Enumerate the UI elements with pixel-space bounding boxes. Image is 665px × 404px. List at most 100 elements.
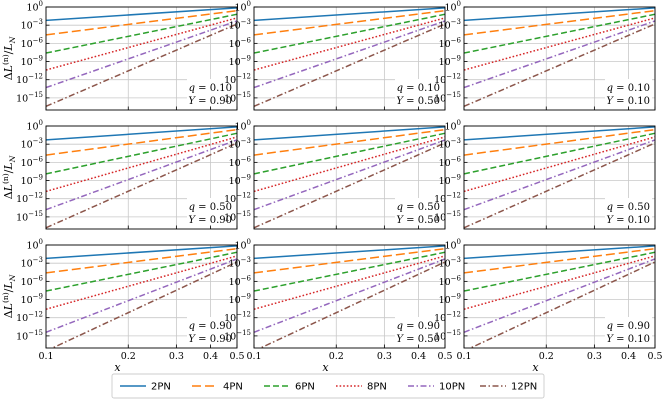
y-tick-label: 10−9 <box>21 293 43 307</box>
annotation-background <box>605 198 652 227</box>
y-tick-label: 10−9 <box>229 55 251 69</box>
series-line-4pn <box>464 128 655 156</box>
x-tick-label: 0.3 <box>587 351 602 362</box>
panel: q = 0.10 Y = 0.10 100 10−3 10−6 10−9 10−12 10−1… <box>434 0 656 111</box>
annotation-background <box>187 79 234 108</box>
y-tick-label: 10−9 <box>439 55 461 69</box>
legend-box <box>111 373 545 399</box>
series-line-10pn <box>46 20 237 89</box>
series-line-2pn <box>464 245 655 260</box>
x-tick-label: 0.1 <box>456 351 471 362</box>
y-tick-label: 10−12 <box>16 192 43 206</box>
series-line-6pn <box>464 251 655 292</box>
y-tick-label: 10−15 <box>434 329 461 343</box>
x-tick-label: 0.5 <box>437 351 452 362</box>
x-tick-label: 0.4 <box>411 351 426 362</box>
axes-frame <box>45 244 238 349</box>
y-tick-label: 10−12 <box>224 311 251 325</box>
series-line-2pn <box>254 245 445 260</box>
annotation-Y: Y = 0.90 <box>188 334 232 345</box>
x-tick-label: 0.1 <box>246 351 261 362</box>
axes-frame <box>253 6 446 111</box>
series-line-2pn <box>46 126 237 141</box>
series-line-2pn <box>464 126 655 141</box>
y-tick-label: 10−12 <box>16 73 43 87</box>
legend-label: 2PN <box>151 382 171 393</box>
y-tick-label: 100 <box>234 0 251 14</box>
series-line-10pn <box>464 20 655 89</box>
legend-label: 8PN <box>367 382 387 393</box>
y-tick-label: 10−6 <box>439 36 462 50</box>
annotation-background <box>395 317 442 346</box>
series-line-12pn <box>258 261 445 348</box>
panel: q = 0.90 Y = 0.90 100 10−3 10−6 10−9 10−12 10−1… <box>1 238 245 374</box>
series-line-10pn <box>46 139 237 211</box>
series-line-6pn <box>46 251 237 292</box>
y-tick-label: 10−15 <box>224 329 251 343</box>
x-tick-label: 0.4 <box>621 351 636 362</box>
series-line-12pn <box>254 23 445 108</box>
y-tick-label: 10−15 <box>434 91 461 105</box>
x-tick-label: 0.4 <box>203 351 218 362</box>
series-line-4pn <box>254 128 445 156</box>
annotation-Y: Y = 0.90 <box>188 215 232 226</box>
annotation-Y: Y = 0.50 <box>396 215 440 226</box>
panel: q = 0.90 Y = 0.10 100 10−3 10−6 10−9 10−12 10−1… <box>434 238 662 374</box>
series-line-4pn <box>254 9 445 36</box>
series-line-6pn <box>254 251 445 292</box>
x-tick-label: 0.3 <box>169 351 184 362</box>
y-tick-label: 10−6 <box>229 274 252 288</box>
series-line-2pn <box>254 7 445 22</box>
axes-frame <box>45 6 238 111</box>
annotation-q: q = 0.50 <box>397 202 440 213</box>
series-line-8pn <box>254 255 445 310</box>
y-tick-label: 10−9 <box>21 55 43 69</box>
series-line-12pn <box>50 261 237 348</box>
annotation-q: q = 0.50 <box>607 202 650 213</box>
axes-frame <box>463 6 656 111</box>
y-tick-label: 10−12 <box>224 192 251 206</box>
y-tick-label: 10−9 <box>229 174 251 188</box>
y-tick-label: 10−3 <box>439 18 461 32</box>
axes-frame <box>463 244 656 349</box>
series-line-2pn <box>46 245 237 260</box>
series-line-12pn <box>46 142 237 229</box>
series-line-6pn <box>46 132 237 175</box>
series-line-12pn <box>468 261 655 348</box>
series-line-12pn <box>464 142 655 229</box>
legend-label: 4PN <box>223 382 243 393</box>
series-line-4pn <box>464 247 655 274</box>
axes-frame <box>463 125 656 230</box>
y-axis-label: ΔL(n)/LN <box>1 274 17 318</box>
y-tick-label: 10−6 <box>439 155 462 169</box>
series-line-12pn <box>464 23 655 108</box>
y-tick-label: 100 <box>26 238 43 252</box>
series-line-4pn <box>46 9 237 36</box>
y-tick-label: 10−3 <box>439 137 461 151</box>
annotation-Y: Y = 0.50 <box>396 96 440 107</box>
y-tick-label: 10−9 <box>229 293 251 307</box>
series-line-6pn <box>464 13 655 54</box>
annotation-Y: Y = 0.10 <box>606 334 650 345</box>
annotation-Y: Y = 0.50 <box>396 334 440 345</box>
annotation-background <box>187 198 234 227</box>
annotation-Y: Y = 0.90 <box>188 96 232 107</box>
y-tick-label: 10−9 <box>439 293 461 307</box>
series-line-8pn <box>46 255 237 310</box>
series-line-10pn <box>254 258 445 333</box>
series-line-6pn <box>254 13 445 54</box>
legend-label: 12PN <box>511 382 537 393</box>
series-line-4pn <box>46 247 237 274</box>
y-tick-label: 10−6 <box>439 274 462 288</box>
y-tick-label: 10−12 <box>434 73 461 87</box>
x-tick-label: 0.1 <box>38 351 53 362</box>
y-tick-label: 10−15 <box>16 329 43 343</box>
series-line-8pn <box>46 17 237 71</box>
series-line-10pn <box>464 139 655 211</box>
series-line-6pn <box>254 132 445 175</box>
x-tick-label: 0.2 <box>121 351 136 362</box>
series-line-10pn <box>254 20 445 89</box>
series-line-8pn <box>464 17 655 71</box>
y-tick-label: 10−6 <box>229 155 252 169</box>
y-tick-label: 100 <box>26 0 43 14</box>
